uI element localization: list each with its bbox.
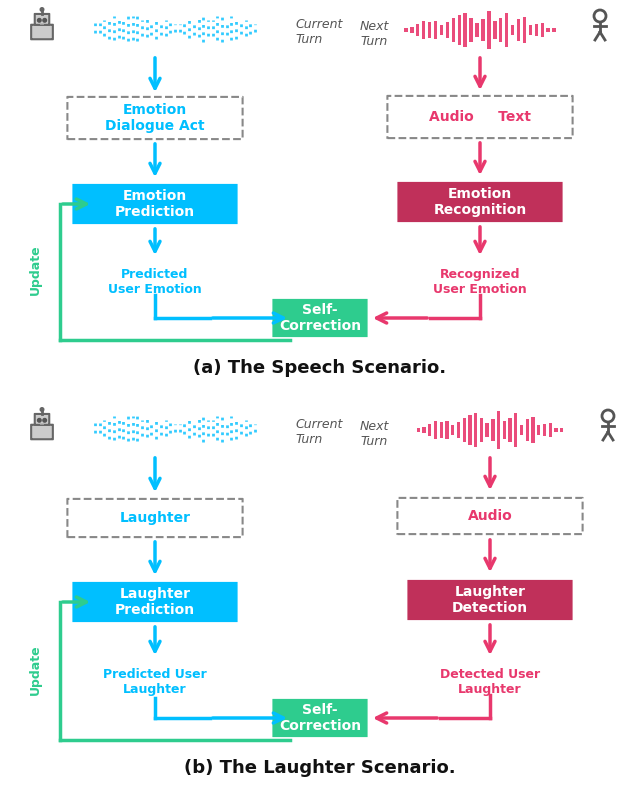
Text: (a) The Speech Scenario.: (a) The Speech Scenario. — [193, 359, 447, 377]
Bar — [541, 23, 544, 37]
Text: Audio     Text: Audio Text — [429, 110, 531, 124]
Text: Self-
Correction: Self- Correction — [279, 703, 361, 733]
Bar — [445, 22, 449, 38]
Text: Predicted
User Emotion: Predicted User Emotion — [108, 268, 202, 296]
Text: Update: Update — [29, 245, 42, 295]
Bar — [445, 421, 449, 439]
Text: Emotion
Prediction: Emotion Prediction — [115, 189, 195, 219]
Bar — [463, 13, 467, 47]
Text: Current
Turn: Current Turn — [295, 18, 342, 46]
Bar — [520, 424, 524, 435]
FancyBboxPatch shape — [35, 414, 49, 425]
Text: Next
Turn: Next Turn — [360, 20, 389, 48]
Bar — [523, 17, 526, 43]
Bar — [531, 417, 534, 443]
Bar — [452, 18, 455, 42]
Text: Audio: Audio — [468, 509, 513, 523]
Bar — [422, 427, 426, 433]
Text: Emotion
Recognition: Emotion Recognition — [433, 187, 527, 217]
Bar — [547, 28, 550, 32]
FancyBboxPatch shape — [31, 425, 53, 439]
Circle shape — [38, 419, 41, 422]
Bar — [508, 418, 512, 442]
Bar — [422, 21, 426, 39]
Bar — [529, 25, 532, 35]
Text: Emotion
Dialogue Act: Emotion Dialogue Act — [105, 103, 205, 133]
Bar — [474, 413, 477, 448]
Bar — [40, 424, 44, 425]
Text: Update: Update — [29, 645, 42, 695]
Text: Detected User
Laughter: Detected User Laughter — [440, 668, 540, 696]
Bar — [434, 421, 437, 439]
Text: Self-
Correction: Self- Correction — [279, 303, 361, 333]
Bar — [517, 19, 520, 41]
Bar — [537, 425, 540, 435]
Bar — [476, 22, 479, 37]
Bar — [534, 23, 538, 36]
Bar — [428, 22, 431, 38]
Bar — [493, 21, 497, 39]
FancyBboxPatch shape — [72, 184, 237, 224]
Circle shape — [40, 407, 44, 411]
Bar — [404, 28, 408, 32]
Bar — [487, 10, 491, 50]
Bar — [502, 421, 506, 439]
Bar — [428, 424, 431, 435]
Text: Predicted User
Laughter: Predicted User Laughter — [103, 668, 207, 696]
Bar — [410, 27, 413, 33]
FancyBboxPatch shape — [273, 699, 367, 737]
Bar — [417, 428, 420, 432]
Bar — [463, 418, 466, 442]
Bar — [486, 423, 489, 437]
Bar — [543, 423, 546, 436]
FancyBboxPatch shape — [35, 14, 49, 25]
Bar — [481, 19, 484, 41]
Bar — [499, 18, 502, 42]
Circle shape — [43, 419, 47, 422]
Bar — [451, 424, 454, 435]
Bar — [40, 24, 44, 25]
Bar — [505, 13, 508, 47]
FancyBboxPatch shape — [408, 580, 573, 620]
Text: Current
Turn: Current Turn — [295, 418, 342, 446]
Circle shape — [43, 18, 47, 22]
Bar — [554, 428, 557, 432]
Bar — [560, 428, 563, 431]
FancyBboxPatch shape — [397, 498, 582, 534]
Bar — [514, 413, 518, 448]
Bar — [480, 419, 483, 442]
FancyBboxPatch shape — [397, 182, 563, 222]
Bar — [440, 25, 443, 35]
Bar — [457, 422, 460, 438]
Bar — [458, 15, 461, 45]
Circle shape — [40, 8, 44, 11]
FancyBboxPatch shape — [72, 582, 237, 622]
Bar — [416, 24, 419, 36]
FancyBboxPatch shape — [387, 96, 573, 138]
Bar — [525, 419, 529, 441]
Text: (b) The Laughter Scenario.: (b) The Laughter Scenario. — [184, 759, 456, 777]
Bar — [511, 25, 515, 35]
FancyBboxPatch shape — [273, 299, 367, 337]
Text: Next
Turn: Next Turn — [360, 420, 389, 448]
FancyBboxPatch shape — [67, 499, 243, 537]
Bar — [492, 419, 495, 440]
FancyBboxPatch shape — [31, 25, 53, 39]
Bar — [552, 28, 556, 31]
Bar — [434, 21, 437, 38]
Circle shape — [38, 18, 41, 22]
Text: Laughter: Laughter — [120, 511, 191, 525]
Bar — [469, 18, 473, 42]
Text: Laughter
Prediction: Laughter Prediction — [115, 587, 195, 617]
Bar — [548, 423, 552, 437]
Text: Recognized
User Emotion: Recognized User Emotion — [433, 268, 527, 296]
Bar — [440, 422, 443, 438]
Bar — [468, 415, 472, 445]
Bar — [497, 411, 500, 449]
FancyBboxPatch shape — [67, 97, 243, 139]
Text: Laughter
Detection: Laughter Detection — [452, 585, 528, 615]
